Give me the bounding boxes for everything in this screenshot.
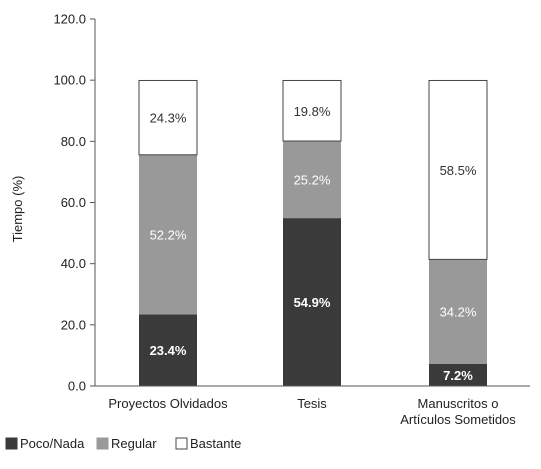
bar-segment	[429, 259, 487, 364]
data-label: 23.4%	[150, 343, 187, 358]
y-tick-label: 80.0	[61, 134, 86, 149]
category-label: Proyectos Olvidados	[108, 396, 228, 411]
data-label: 54.9%	[294, 295, 331, 310]
legend-swatch	[96, 437, 109, 450]
y-tick-label: 100.0	[53, 73, 86, 88]
data-label: 58.5%	[440, 163, 477, 178]
bars: 23.4% 52.2% 24.3% 54.9% 25.2% 19.8% 7.2% 34.2% 5…	[138, 79, 488, 386]
legend: Poco/Nada Regular Bastante	[5, 436, 241, 451]
bar-segment	[283, 218, 341, 386]
bar-segment	[138, 79, 198, 156]
y-tick-label: 120.0	[53, 12, 86, 27]
y-tick-label: 40.0	[61, 256, 86, 271]
y-axis: 0.0 20.0 40.0 60.0 80.0 100.0 120.0	[53, 12, 96, 394]
bar-segment	[283, 141, 341, 219]
y-tick-label: 20.0	[61, 317, 86, 332]
y-tick-label: 60.0	[61, 195, 86, 210]
y-tick-label: 0.0	[68, 379, 86, 394]
data-label: 52.2%	[150, 228, 187, 243]
data-label: 25.2%	[294, 173, 331, 188]
bar-segment	[429, 363, 487, 386]
legend-swatch	[5, 437, 18, 450]
legend-swatch	[175, 437, 188, 450]
legend-label: Regular	[111, 436, 157, 451]
category-label: Tesis	[297, 396, 327, 411]
data-label: 24.3%	[150, 111, 187, 126]
bar-segment	[282, 79, 342, 142]
category-label: Artículos Sometidos	[400, 412, 516, 427]
data-label: 7.2%	[443, 368, 473, 383]
bar-segment	[139, 314, 197, 386]
y-axis-label: Tiempo (%)	[10, 176, 25, 243]
legend-label: Bastante	[190, 436, 241, 451]
bar-segment	[139, 154, 197, 315]
data-label: 34.2%	[440, 305, 477, 320]
data-label: 19.8%	[294, 104, 331, 119]
category-label: Manuscritos o	[418, 396, 499, 411]
legend-label: Poco/Nada	[20, 436, 85, 451]
x-axis: Proyectos Olvidados Tesis Manuscritos oArt…	[95, 385, 530, 427]
bar-segment	[428, 79, 488, 260]
